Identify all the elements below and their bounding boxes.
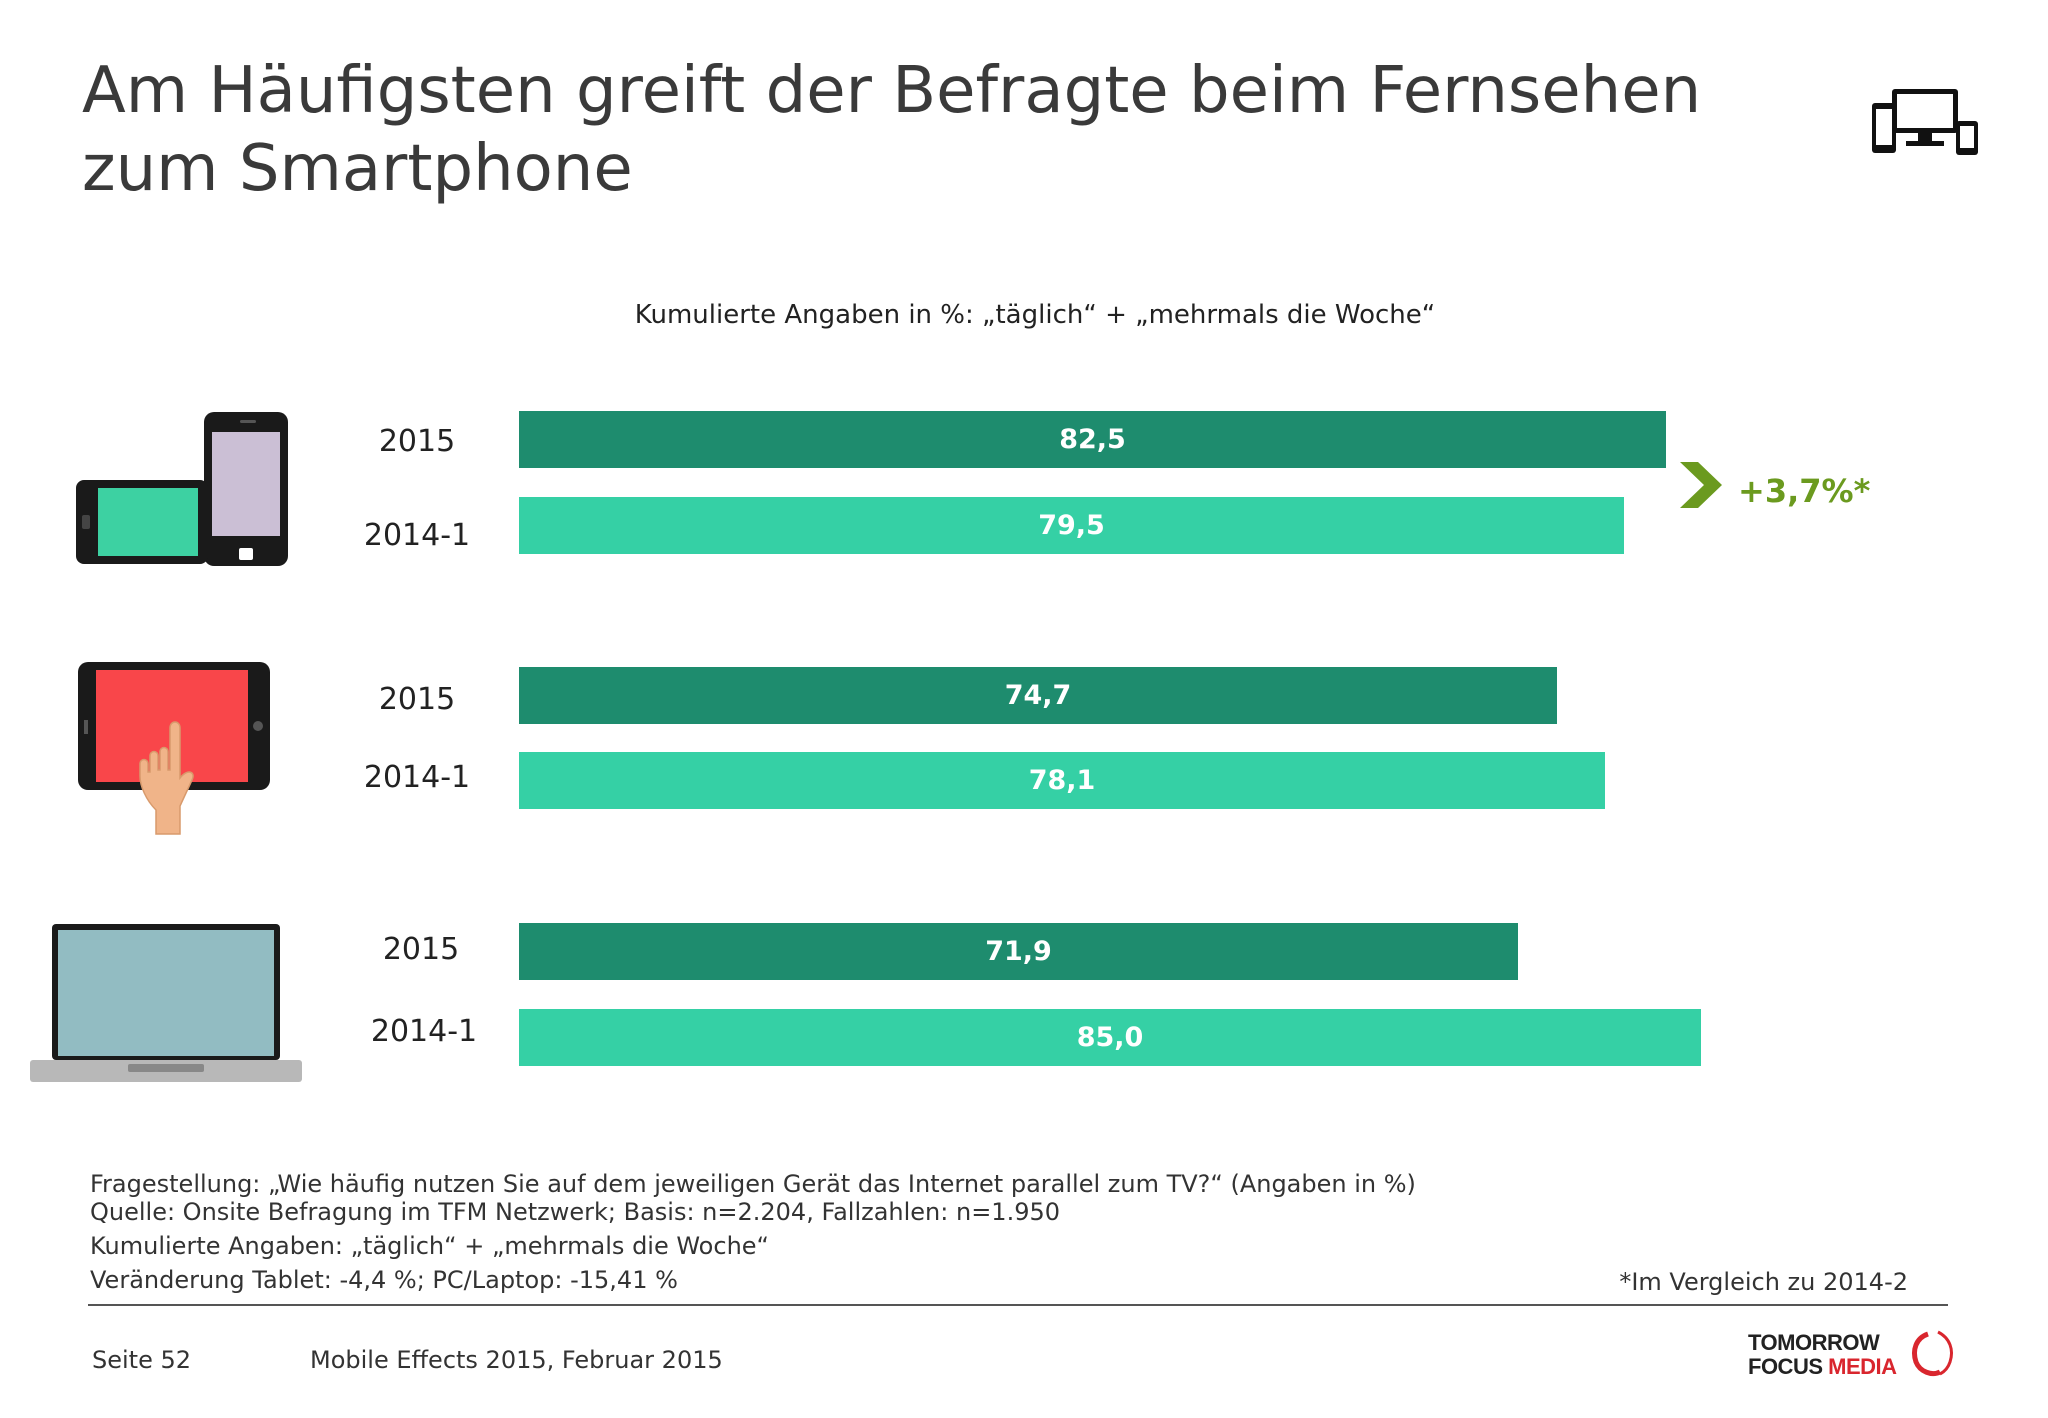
laptop-icon <box>30 924 302 1082</box>
footer-cumulative: Kumulierte Angaben: „täglich“ + „mehrmal… <box>90 1232 769 1260</box>
devices-icon <box>1872 89 1978 155</box>
footer-source: Quelle: Onsite Befragung im TFM Netzwerk… <box>90 1198 1061 1226</box>
year-label: 2015 <box>382 932 460 967</box>
bar-smartphone-2014-1: 79,5 <box>519 497 1624 554</box>
bar-tablet-2015: 74,7 <box>519 667 1557 724</box>
logo-mark-icon <box>1912 1330 1953 1377</box>
year-label: 2015 <box>378 682 456 717</box>
chart-subtitle: Kumulierte Angaben in %: „täglich“ + „me… <box>634 300 1436 330</box>
logo-text-line2: FOCUS MEDIA <box>1748 1354 1897 1380</box>
bar-laptop-2014-1: 85,0 <box>519 1009 1701 1066</box>
footer-change: Veränderung Tablet: -4,4 %; PC/Laptop: -… <box>90 1266 678 1294</box>
year-label: 2014-1 <box>363 760 471 795</box>
tomorrow-focus-media-logo: TOMORROW FOCUS MEDIA <box>1748 1330 1958 1380</box>
edition-label: Mobile Effects 2015, Februar 2015 <box>310 1346 723 1374</box>
logo-text-media: MEDIA <box>1828 1354 1897 1379</box>
bar-tablet-2014-1: 78,1 <box>519 752 1605 809</box>
page-title: Am Häufigsten greift der Befragte beim F… <box>82 54 1702 206</box>
bar-laptop-2015: 71,9 <box>519 923 1518 980</box>
smartphone-icon <box>76 412 288 566</box>
year-label: 2015 <box>378 424 456 459</box>
year-label: 2014-1 <box>370 1014 478 1049</box>
tablet-icon <box>78 662 270 835</box>
chevron-right-icon <box>1680 462 1722 508</box>
page-number: Seite 52 <box>92 1346 192 1374</box>
bar-smartphone-2015: 82,5 <box>519 411 1666 468</box>
change-annotation: +3,7%* <box>1738 472 1871 510</box>
year-label: 2014-1 <box>363 518 471 553</box>
footer-divider <box>88 1304 1948 1306</box>
footnote: *Im Vergleich zu 2014-2 <box>1619 1268 1908 1296</box>
footer-question: Fragestellung: „Wie häufig nutzen Sie au… <box>90 1170 1416 1198</box>
logo-text-focus: FOCUS <box>1748 1354 1823 1379</box>
logo-text-line1: TOMORROW <box>1748 1330 1880 1355</box>
